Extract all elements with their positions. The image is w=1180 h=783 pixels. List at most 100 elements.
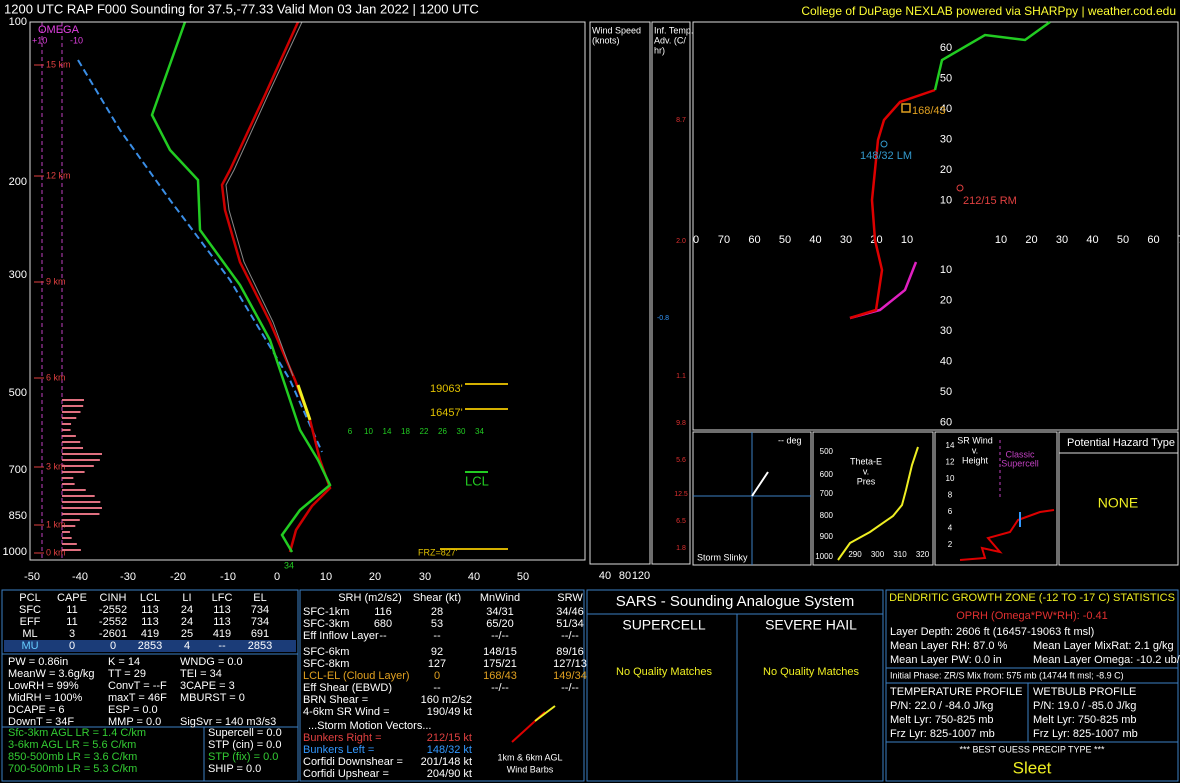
- dgz-pw: Mean Layer PW: 0.0 in: [890, 654, 1002, 666]
- wind-speed-tick: 80: [619, 570, 631, 582]
- height-label: 0 km: [46, 547, 66, 557]
- sars-title: SARS - Sounding Analogue System: [616, 593, 854, 610]
- omega-title: OMEGA: [38, 24, 80, 36]
- skewt-panel: OMEGA +10 -10 19063' 16457' LCL FRZ=827'…: [29, 21, 586, 570]
- kin-cell: 127: [428, 658, 446, 670]
- parcel-cell: --: [218, 640, 226, 652]
- index: MBURST = 0: [180, 692, 245, 704]
- parcel-header: LFC: [212, 592, 233, 604]
- mixing-ratio-label: 10: [364, 427, 373, 436]
- composite: STP (cin) = 0.0: [208, 739, 281, 751]
- theta-title: Pres: [857, 476, 876, 486]
- index: LowRH = 99%: [8, 680, 79, 692]
- srwind-note: Classic: [1005, 449, 1035, 459]
- kin-cell: 28: [431, 606, 443, 618]
- lapse-rate: 3-6km AGL LR = 5.6 C/km: [8, 739, 136, 751]
- mixing-ratio-label: 14: [383, 427, 392, 436]
- inference-frame: [651, 21, 691, 565]
- kin-cell: --/--: [561, 682, 579, 694]
- parcel-header: PCL: [19, 592, 40, 604]
- kin-cell: 168/43: [483, 670, 517, 682]
- mu-highlight: [4, 640, 296, 652]
- temp-label: -50: [24, 571, 40, 583]
- kin-header: SRH (m2/s2): [338, 592, 402, 604]
- left-mover: [880, 140, 888, 148]
- parcel-cell: -2552: [99, 604, 127, 616]
- kin-cell: --/--: [561, 630, 579, 642]
- wind-speed-frame: [589, 21, 651, 565]
- mixing-ratio-label: 30: [457, 427, 466, 436]
- index: MidRH = 100%: [8, 692, 83, 704]
- theta-frame: [812, 431, 934, 566]
- height-label: 9 km: [46, 276, 66, 286]
- sars-supercell: SUPERCELL: [622, 617, 705, 633]
- srwind-height: 14: [946, 441, 955, 450]
- theta-x-label: 310: [893, 550, 907, 559]
- parcel-cell: -2552: [99, 616, 127, 628]
- kin-cell: 127/13: [553, 658, 587, 670]
- inference-label: 12.5: [674, 491, 688, 498]
- hodo-ring-label: 10: [940, 264, 952, 276]
- inference-title: Adv. (C/: [654, 35, 686, 45]
- hodo-trace: [933, 20, 1051, 91]
- parcel-cell: MU: [21, 640, 38, 652]
- hodo-ring-label: 60: [940, 416, 952, 428]
- height-label: 6 km: [46, 372, 66, 382]
- hodo-x-label: 20: [1025, 234, 1037, 246]
- kin-cell: 175/21: [483, 658, 517, 670]
- parcel-cell: 2853: [138, 640, 162, 652]
- parcel-cell: 113: [213, 604, 231, 616]
- mean-wind-marker: [901, 103, 911, 113]
- temp-profile: Frz Lyr: 825-1007 mb: [890, 728, 995, 740]
- page-title: 1200 UTC RAP F000 Sounding for 37.5,-77.…: [4, 1, 479, 16]
- wind-speed-tick: 120: [632, 570, 650, 582]
- hazard-title: Potential Hazard Type: [1067, 437, 1175, 449]
- hodo-x-label: 70: [718, 234, 730, 246]
- kin-header: SRW: [557, 592, 583, 604]
- wetbulb-profile: Frz Lyr: 825-1007 mb: [1033, 728, 1138, 740]
- parcel-header: LI: [182, 592, 191, 604]
- temperature-profile: [220, 22, 332, 553]
- right-mover-label: 212/15 RM: [963, 195, 1017, 207]
- lapse-rate: 850-500mb LR = 3.6 C/km: [8, 751, 137, 763]
- height-label: 12 km: [46, 170, 71, 180]
- index: DownT = 34F: [8, 716, 74, 728]
- kin-row-label: SFC-1km: [303, 606, 349, 618]
- srwind-height: 10: [946, 474, 955, 483]
- temp-profile: TEMPERATURE PROFILE: [890, 686, 1022, 698]
- kin-pair-label: BRN Shear =: [303, 694, 368, 706]
- hodo-ring-label: 40: [940, 355, 952, 367]
- index: WNDG = 0.0: [180, 656, 243, 668]
- slinky-title: Storm Slinky: [697, 552, 748, 562]
- index: DCAPE = 6: [8, 704, 65, 716]
- right-mover: [956, 184, 964, 192]
- hodo-ring-label: 10: [940, 194, 952, 206]
- wetbulb-profile: WETBULB PROFILE: [1033, 686, 1136, 698]
- height-label: 3 km: [46, 461, 66, 471]
- inference-label: 2.0: [676, 238, 686, 245]
- srwind-height: 2: [948, 540, 953, 549]
- index: maxT = 46F: [108, 692, 167, 704]
- hodo-ring-label: 20: [940, 294, 952, 306]
- slinky-deg: -- deg: [778, 435, 802, 445]
- composite: SHIP = 0.0: [208, 763, 261, 775]
- pressure-label: 850: [9, 510, 27, 522]
- theta-y-label: 500: [820, 447, 834, 456]
- hodo-x-label: 50: [1117, 234, 1129, 246]
- hodo-ring-label: 50: [940, 72, 952, 84]
- wetbulb-profile: Melt Lyr: 750-825 mb: [1033, 714, 1137, 726]
- kin-cell: 0: [434, 670, 440, 682]
- sars-hail: SEVERE HAIL: [765, 617, 857, 633]
- wind-speed-title: Wind Speed: [592, 25, 641, 35]
- temp-label: 30: [419, 571, 431, 583]
- kin-cell: --/--: [491, 682, 509, 694]
- kin-cell: 149/34: [553, 670, 587, 682]
- inference-label: 1.1: [676, 373, 686, 380]
- dgz-frame: [885, 589, 1179, 782]
- kin-cell: 89/16: [556, 646, 584, 658]
- parcel-cell: -2601: [99, 628, 127, 640]
- theta-x-label: 300: [871, 550, 885, 559]
- hodo-ring-label: 30: [940, 325, 952, 337]
- srwind-title: SR Wind: [957, 435, 993, 445]
- precip-type: Sleet: [1013, 758, 1052, 777]
